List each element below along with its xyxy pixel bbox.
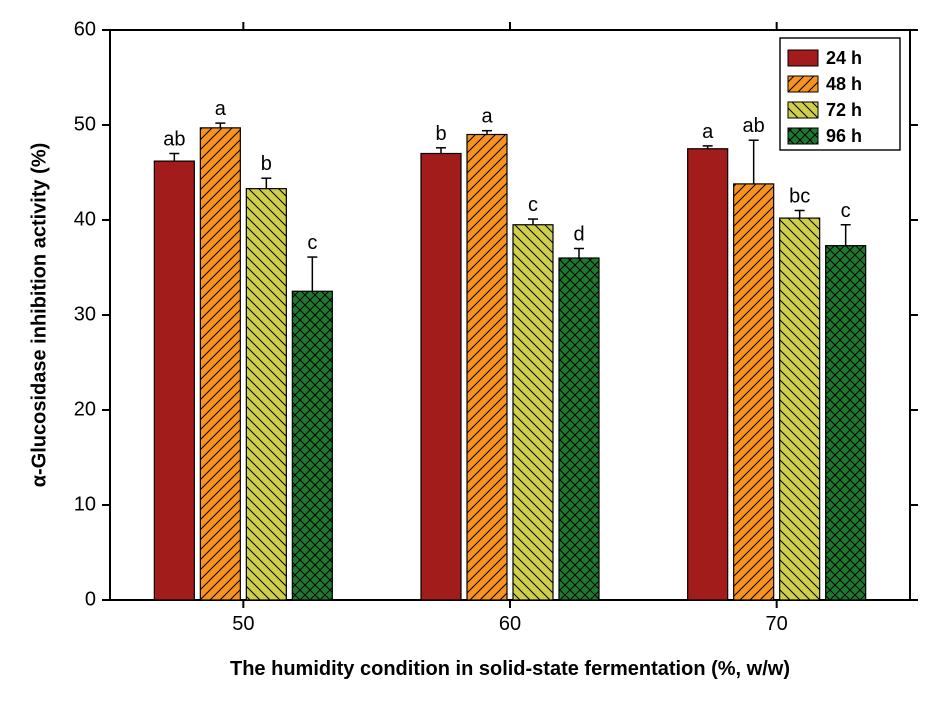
x-tick-label: 50 <box>232 613 254 635</box>
bar <box>780 218 820 600</box>
bar <box>246 189 286 600</box>
legend-label: 96 h <box>826 126 862 146</box>
y-tick-label: 20 <box>74 398 96 420</box>
bar <box>688 149 728 600</box>
x-tick-label: 60 <box>499 613 521 635</box>
y-tick-label: 30 <box>74 303 96 325</box>
significance-label: a <box>702 121 714 143</box>
significance-label: c <box>528 194 538 216</box>
x-axis-label: The humidity condition in solid-state fe… <box>230 658 790 680</box>
y-tick-label: 60 <box>74 18 96 40</box>
x-tick-label: 70 <box>766 613 788 635</box>
bar <box>513 225 553 600</box>
y-tick-label: 10 <box>74 493 96 515</box>
y-tick-label: 0 <box>85 588 96 610</box>
significance-label: b <box>261 153 272 175</box>
y-tick-label: 40 <box>74 208 96 230</box>
bar <box>826 246 866 600</box>
glucosidase-bar-chart: 0 10 20 30 40 50 60 α-Glucosidase inhibition ac… <box>0 0 942 707</box>
legend-label: 48 h <box>826 74 862 94</box>
significance-label: b <box>435 123 446 145</box>
bar <box>559 258 599 600</box>
significance-label: a <box>481 106 493 128</box>
legend-label: 72 h <box>826 100 862 120</box>
legend-swatch <box>788 128 818 144</box>
significance-label: ab <box>163 129 185 151</box>
significance-label: bc <box>789 186 810 208</box>
significance-label: c <box>307 232 317 254</box>
bar <box>734 184 774 600</box>
bar <box>467 135 507 601</box>
significance-label: c <box>841 200 851 222</box>
y-axis-label: α-Glucosidase inhibition activity (%) <box>28 143 50 488</box>
bar <box>421 154 461 601</box>
y-tick-label: 50 <box>74 113 96 135</box>
significance-label: d <box>573 224 584 246</box>
bar <box>200 128 240 600</box>
bar <box>292 291 332 600</box>
significance-label: ab <box>743 115 765 137</box>
bar <box>154 161 194 600</box>
significance-label: a <box>215 98 227 120</box>
legend-swatch <box>788 102 818 118</box>
legend-swatch <box>788 76 818 92</box>
legend-swatch <box>788 50 818 66</box>
legend-label: 24 h <box>826 48 862 68</box>
